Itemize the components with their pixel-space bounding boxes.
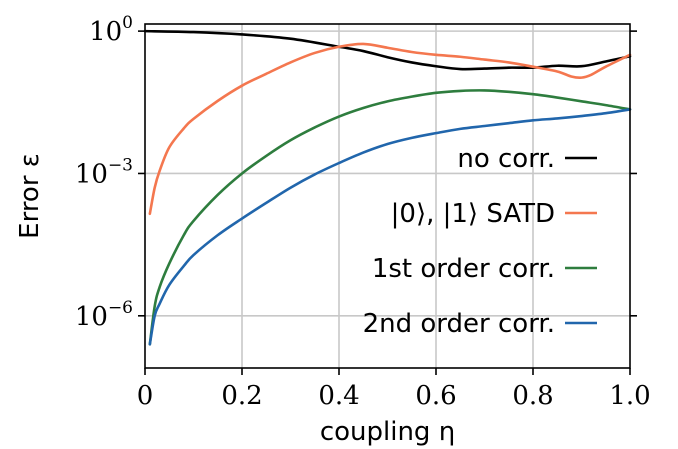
series-line-2	[148, 89, 632, 346]
x-tick-labels: 0 0.2 0.4 0.6 0.8 1.0	[137, 381, 651, 411]
y-tick-base: 10	[75, 302, 108, 332]
y-tick-label: 100	[89, 13, 133, 47]
y-tick-exponent: 0	[122, 13, 133, 33]
ticks	[138, 30, 637, 375]
y-tick-label: 10−3	[75, 155, 133, 189]
plot-frame	[144, 23, 631, 369]
gridlines	[145, 24, 630, 368]
x-axis-label: coupling η	[320, 417, 455, 447]
x-tick-label: 0	[137, 381, 154, 411]
y-axis-label: Error ε	[15, 153, 45, 239]
x-tick-label: 1.0	[609, 381, 650, 411]
x-tick-label: 0.4	[318, 381, 359, 411]
series-line-0	[143, 29, 632, 71]
legend-label: |0⟩, |1⟩ SATD	[391, 199, 555, 229]
x-tick-label: 0.8	[512, 381, 553, 411]
series-line-3	[148, 108, 632, 346]
series-line-1	[148, 42, 632, 216]
legend: no corr. |0⟩, |1⟩ SATD 1st order corr. 2nd …	[363, 144, 597, 339]
legend-label: 1st order corr.	[372, 254, 555, 284]
x-tick-label: 0.2	[221, 381, 262, 411]
y-tick-exponent: −6	[108, 298, 133, 318]
series-lines	[143, 29, 632, 346]
y-tick-exponent: −3	[108, 155, 133, 175]
y-tick-label: 10−6	[75, 298, 133, 332]
y-tick-base: 10	[89, 17, 122, 47]
y-tick-base: 10	[75, 159, 108, 189]
x-tick-label: 0.6	[415, 381, 456, 411]
legend-label: no corr.	[457, 144, 555, 174]
legend-label: 2nd order corr.	[363, 309, 555, 339]
